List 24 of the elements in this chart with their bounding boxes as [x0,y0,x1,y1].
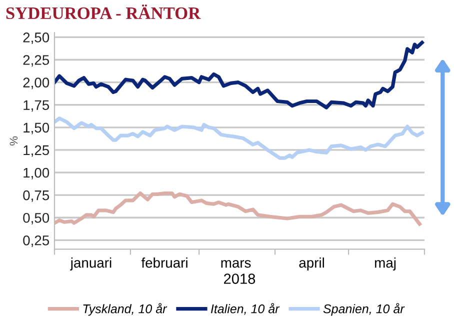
y-tick-label: 2,25 [23,55,50,67]
x-tick-label: april [299,258,324,270]
y-tick-label: 1,25 [24,145,50,157]
y-axis-title: % [10,136,18,146]
line-series [54,191,422,226]
y-tick-label: 0,25 [23,235,50,247]
y-tick-label: 2,00 [23,78,50,90]
line-series [54,40,424,110]
y-tick-label: 0,75 [23,190,50,202]
y-tick-label: 1,75 [24,100,50,112]
y-tick-label: 1,00 [24,168,50,180]
y-tick-label: 0,50 [23,212,50,224]
line-series [54,116,424,160]
x-tick-label: mars [221,260,251,268]
chart-title: SYDEUROPA - RÄNTOR [6,4,201,20]
x-tick-label: januari [70,258,112,270]
y-tick-label: 1,50 [24,122,50,134]
legend-label: Italien, 10 år [210,303,280,315]
legend-label: Spanien, 10 år [323,303,405,316]
legend-label: Tyskland, 10 år [83,303,168,316]
x-tick-label: februari [141,258,188,268]
x-tick-label: maj [375,258,396,270]
x-axis-title: 2018 [224,274,256,284]
y-tick-label: 2,50 [23,32,50,44]
